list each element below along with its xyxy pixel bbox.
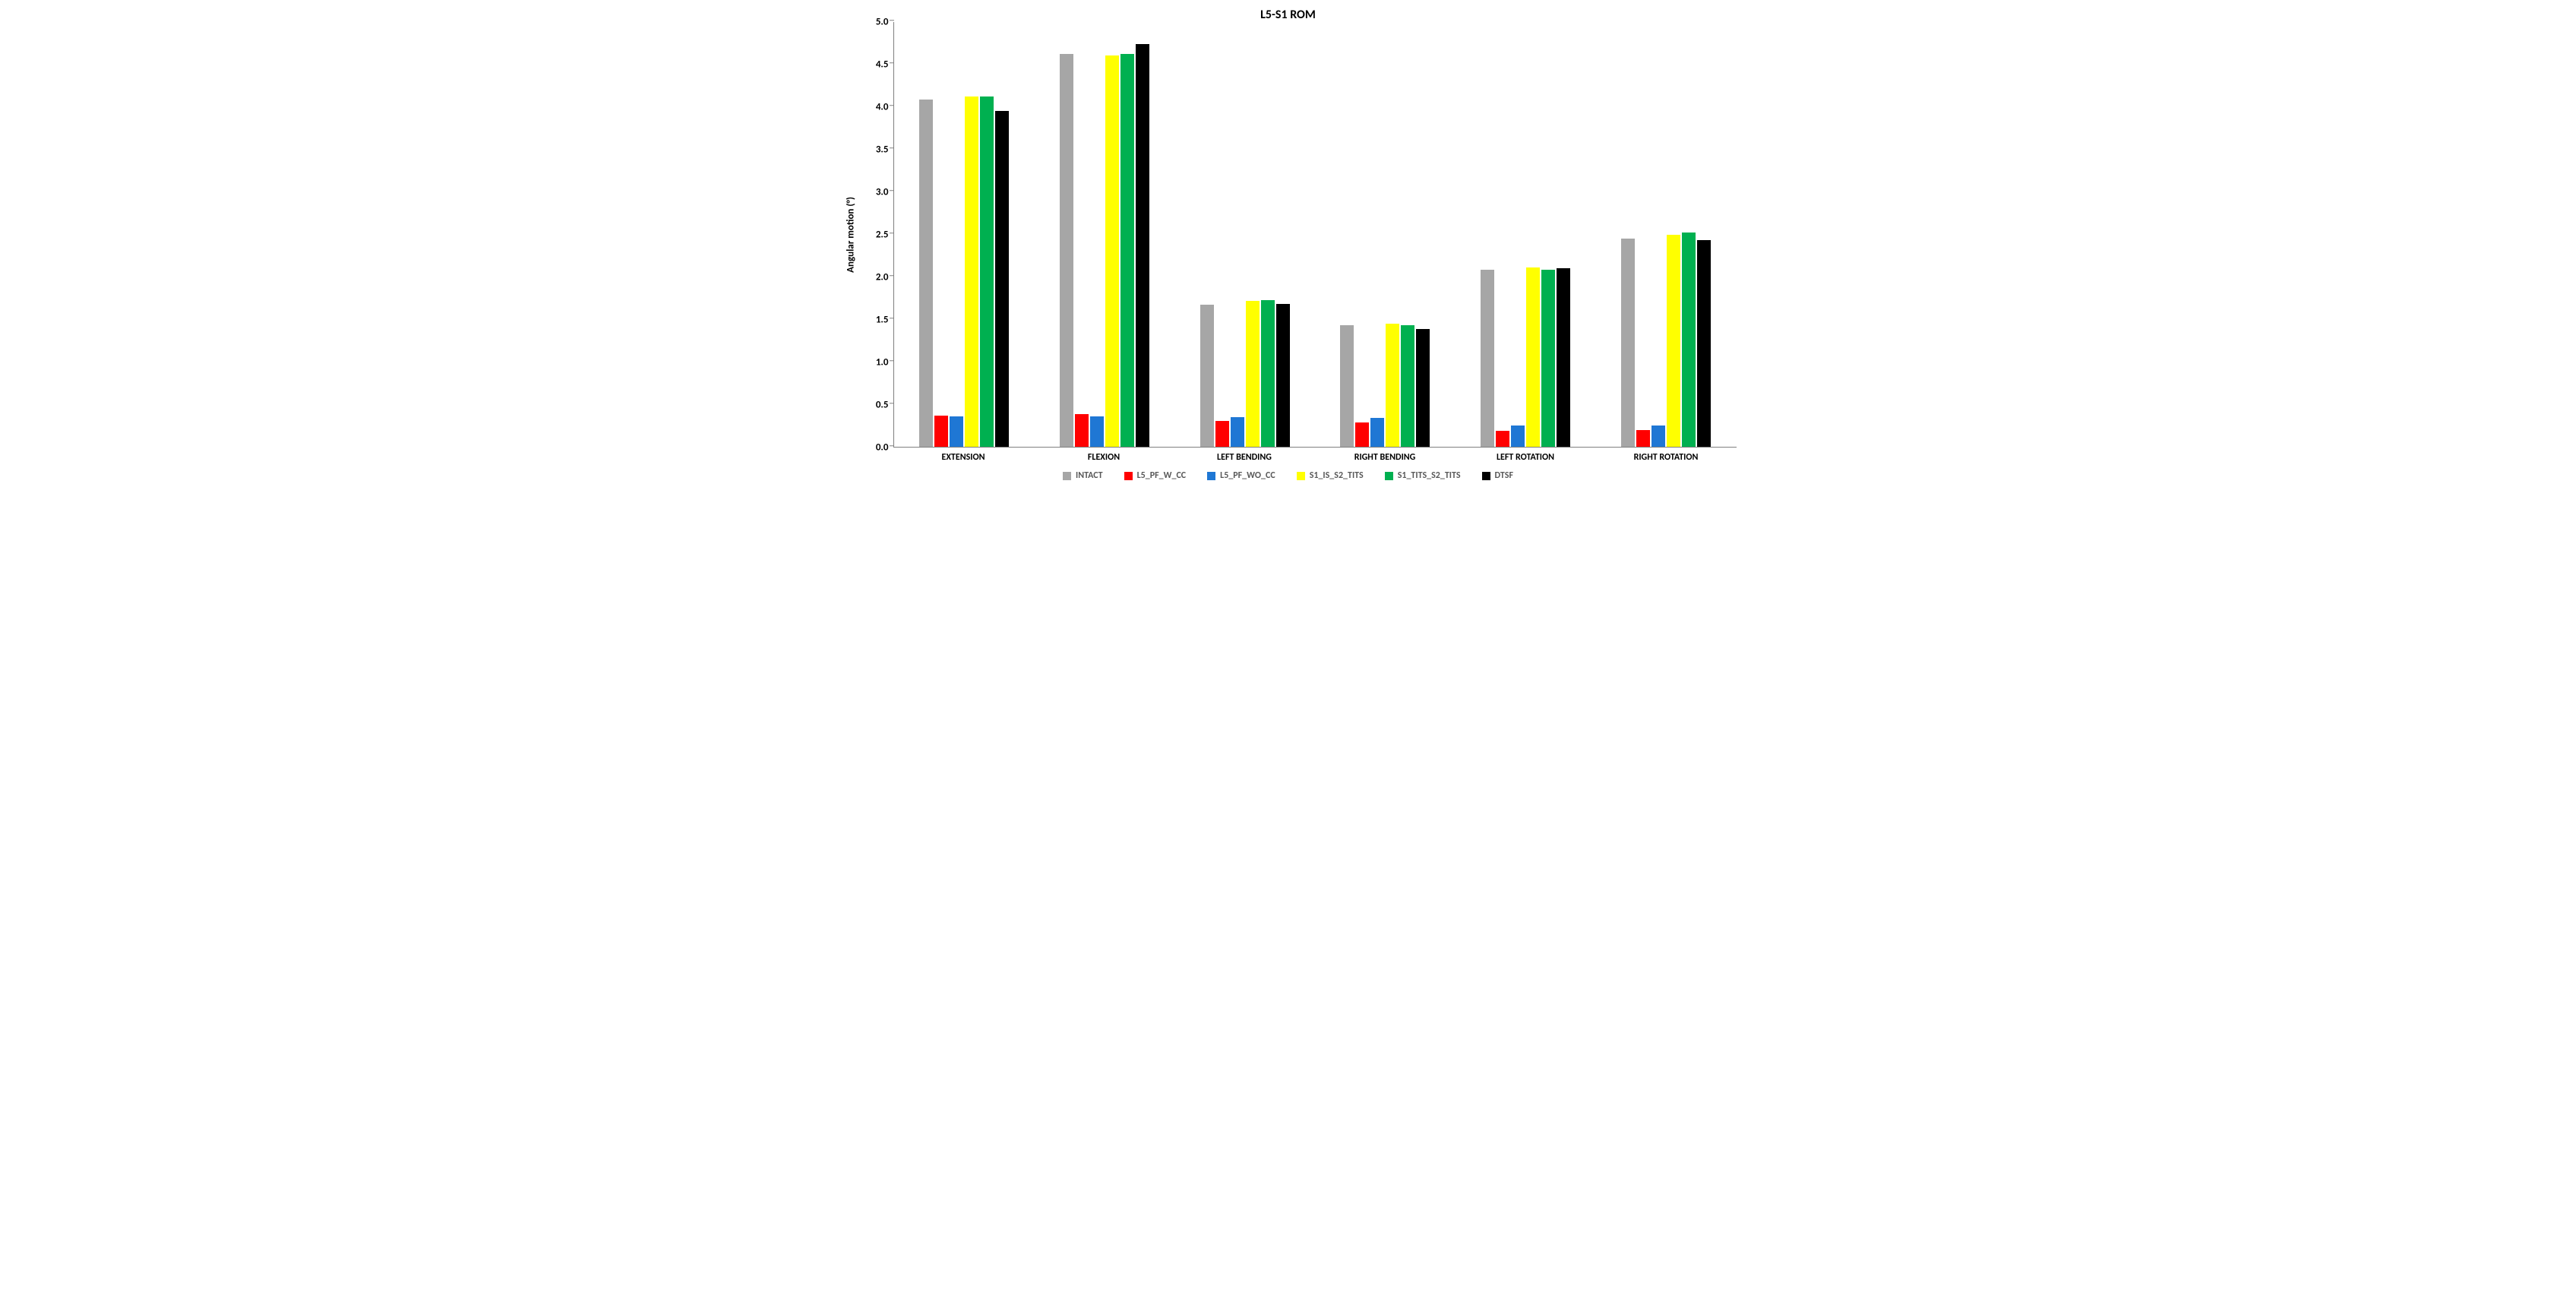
bar	[1557, 268, 1570, 447]
y-tick-label: 1.5	[857, 315, 889, 326]
bar-group	[1596, 22, 1737, 447]
y-axis-label: Angular motion (°)	[845, 197, 856, 273]
bar	[1075, 414, 1089, 447]
legend-label: L5_PF_WO_CC	[1220, 470, 1275, 481]
y-tick-mark	[890, 233, 894, 234]
bar-group	[1034, 22, 1174, 447]
bar	[1340, 325, 1354, 447]
y-tick-label: 5.0	[857, 17, 889, 28]
y-axis-ticks: 0.00.51.01.52.02.53.03.54.04.55.0	[861, 22, 893, 448]
x-axis-label: LEFT ROTATION	[1456, 448, 1596, 463]
x-axis-label: RIGHT BENDING	[1315, 448, 1456, 463]
bar	[1231, 417, 1244, 447]
legend-swatch	[1482, 472, 1490, 480]
bar	[1651, 426, 1665, 447]
legend-label: S1_TITS_S2_TITS	[1398, 470, 1461, 481]
bar	[980, 96, 994, 447]
bar	[1120, 54, 1134, 447]
legend-swatch	[1063, 472, 1071, 480]
legend-swatch	[1207, 472, 1215, 480]
bar	[1496, 431, 1509, 447]
bar	[1697, 240, 1711, 447]
legend: INTACT L5_PF_W_CC L5_PF_WO_CC S1_IS_S2_TITS…	[840, 470, 1737, 481]
y-tick-label: 2.5	[857, 229, 889, 241]
y-tick-mark	[890, 147, 894, 149]
y-tick-label: 2.0	[857, 272, 889, 283]
y-tick-label: 1.0	[857, 357, 889, 369]
x-axis-label: RIGHT ROTATION	[1596, 448, 1737, 463]
bar	[1636, 430, 1650, 447]
y-tick-mark	[890, 62, 894, 64]
bar	[1060, 54, 1073, 447]
legend-label: S1_IS_S2_TITS	[1310, 470, 1364, 481]
bar-group	[1456, 22, 1596, 447]
bar	[965, 96, 978, 447]
plot-area	[893, 22, 1737, 448]
bar	[1215, 421, 1229, 447]
bar	[1105, 55, 1119, 447]
y-tick-label: 4.5	[857, 59, 889, 71]
bar	[950, 416, 963, 447]
y-tick-mark	[890, 20, 894, 21]
legend-item: INTACT	[1063, 470, 1103, 481]
bar	[1682, 233, 1696, 447]
y-tick-label: 0.5	[857, 400, 889, 411]
legend-label: L5_PF_W_CC	[1137, 470, 1187, 481]
bar	[1355, 422, 1369, 447]
bar-group	[1315, 22, 1456, 447]
bar	[1401, 325, 1414, 447]
y-tick-mark	[890, 445, 894, 447]
bar	[1541, 270, 1555, 447]
plot-row: Angular motion (°) 0.00.51.01.52.02.53.0…	[840, 22, 1737, 448]
y-tick-mark	[890, 105, 894, 106]
bar-group	[894, 22, 1035, 447]
bar	[1200, 305, 1214, 447]
bar	[1370, 418, 1384, 447]
legend-label: INTACT	[1076, 470, 1103, 481]
bar	[995, 111, 1009, 447]
y-tick-label: 0.0	[857, 442, 889, 454]
bar	[1481, 270, 1494, 447]
bar	[1511, 426, 1525, 447]
y-tick-mark	[890, 403, 894, 404]
y-tick-mark	[890, 190, 894, 191]
bar	[919, 100, 933, 447]
bar	[1246, 301, 1260, 447]
legend-swatch	[1385, 472, 1393, 480]
bar-group	[1174, 22, 1315, 447]
bar	[1667, 235, 1680, 447]
bar	[1136, 44, 1149, 447]
x-axis-label: FLEXION	[1034, 448, 1174, 463]
bar	[934, 416, 948, 447]
bar	[1090, 416, 1104, 447]
chart-title: L5-S1 ROM	[840, 8, 1737, 22]
x-axis-label: EXTENSION	[893, 448, 1034, 463]
legend-item: S1_TITS_S2_TITS	[1385, 470, 1461, 481]
bar	[1261, 300, 1275, 447]
legend-swatch	[1297, 472, 1305, 480]
legend-item: L5_PF_W_CC	[1124, 470, 1187, 481]
y-tick-label: 3.5	[857, 144, 889, 156]
bar	[1621, 239, 1635, 447]
bar-groups	[894, 22, 1737, 447]
legend-swatch	[1124, 472, 1133, 480]
bar	[1416, 329, 1430, 447]
legend-item: S1_IS_S2_TITS	[1297, 470, 1364, 481]
y-tick-mark	[890, 275, 894, 277]
y-tick-label: 4.0	[857, 102, 889, 113]
chart-container: L5-S1 ROM Angular motion (°) 0.00.51.01.…	[833, 0, 1744, 486]
x-axis-labels: EXTENSIONFLEXIONLEFT BENDINGRIGHT BENDIN…	[893, 448, 1737, 463]
legend-item: DTSF	[1482, 470, 1513, 481]
bar	[1386, 324, 1399, 447]
bar	[1526, 267, 1540, 447]
x-axis-label: LEFT BENDING	[1174, 448, 1315, 463]
y-tick-mark	[890, 318, 894, 319]
legend-item: L5_PF_WO_CC	[1207, 470, 1275, 481]
legend-label: DTSF	[1495, 470, 1513, 481]
y-tick-label: 3.0	[857, 187, 889, 198]
bar	[1276, 304, 1290, 447]
y-tick-mark	[890, 360, 894, 362]
